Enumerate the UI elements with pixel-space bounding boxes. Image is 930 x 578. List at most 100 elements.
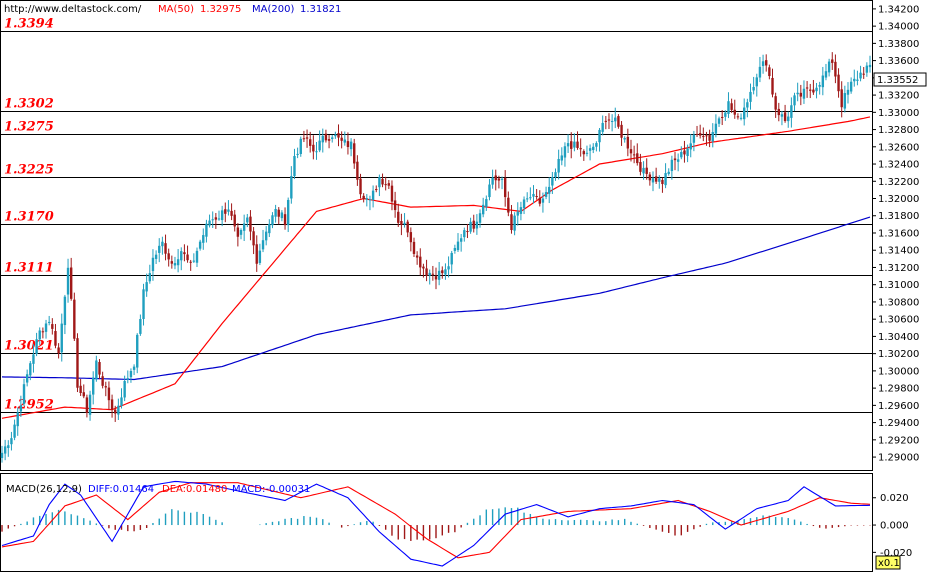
candle-down <box>771 77 774 95</box>
candle-up <box>176 259 180 266</box>
price-axis-tick-label: 1.31600 <box>878 228 919 239</box>
price-axis-tick-label: 1.31200 <box>878 263 919 274</box>
candle-up <box>32 354 35 364</box>
candle-up <box>268 224 271 234</box>
candle-up <box>47 321 51 323</box>
ma200-legend-value: 1.31821 <box>300 4 341 15</box>
macd-axis-tick-label: 0.020 <box>880 493 909 504</box>
candle-down <box>582 151 586 155</box>
candle-down <box>604 120 608 122</box>
candle-up <box>557 158 560 173</box>
ma50-legend-label: MA(50) <box>158 4 194 15</box>
candle-up <box>271 215 274 226</box>
candle-up <box>491 177 494 185</box>
candle-down <box>340 137 343 141</box>
candle-up <box>296 153 299 155</box>
candle-up <box>154 254 158 259</box>
candle-up <box>658 178 661 182</box>
price-axis-tick-label: 1.33600 <box>878 56 919 67</box>
scale-badge-label[interactable]: x0.1 <box>878 558 900 569</box>
price-axis-tick-label: 1.34000 <box>878 22 919 33</box>
candle-up <box>793 95 796 106</box>
candle-down <box>73 299 76 339</box>
price-axis-tick-label: 1.29400 <box>878 418 919 429</box>
candle-down <box>579 148 582 150</box>
candle-up <box>299 138 302 154</box>
candle-up <box>7 445 10 449</box>
candle-up <box>63 296 67 326</box>
candle-up <box>321 135 324 143</box>
candle-down <box>805 87 809 89</box>
scale-badge-box[interactable] <box>875 555 901 570</box>
candle-up <box>588 148 592 151</box>
candle-down <box>283 214 287 226</box>
candle-down <box>538 197 541 204</box>
candle-down <box>695 133 699 135</box>
candle-down <box>359 178 362 195</box>
current-price-label: 1.33552 <box>877 75 918 86</box>
candle-up <box>437 270 441 280</box>
candle-up <box>592 146 595 151</box>
candle-up <box>139 319 142 334</box>
candle-up <box>29 363 32 376</box>
candle-up <box>856 79 859 81</box>
candle-up <box>264 231 268 241</box>
candle-up <box>38 330 41 340</box>
candle-up <box>566 143 570 147</box>
candle-down <box>381 178 384 185</box>
candle-up <box>686 148 689 156</box>
candle-down <box>431 273 435 275</box>
candle-up <box>667 171 670 174</box>
candle-up <box>25 374 29 383</box>
candle-down <box>768 67 771 77</box>
candle-up <box>280 212 284 219</box>
price-axis-tick-label: 1.33800 <box>878 39 919 50</box>
candle-down <box>189 261 192 263</box>
candle-down <box>41 331 45 333</box>
candle-down <box>252 231 255 246</box>
candle-up <box>560 155 563 161</box>
candle-down <box>69 267 73 299</box>
candle-up <box>261 240 265 250</box>
candle-up <box>714 123 718 134</box>
candle-down <box>576 141 579 148</box>
candle-down <box>812 89 815 93</box>
candle-down <box>632 154 636 156</box>
candle-up <box>35 339 38 354</box>
candle-up <box>368 199 372 201</box>
candle-up <box>821 75 825 88</box>
candle-up <box>10 438 13 445</box>
candle-down <box>617 116 620 127</box>
candle-down <box>183 252 186 255</box>
candle-up <box>195 250 199 263</box>
candle-up <box>126 378 129 380</box>
candle-up <box>475 221 479 229</box>
price-axis-tick-label: 1.30800 <box>878 297 919 308</box>
candle-up <box>447 266 450 270</box>
candle-down <box>472 220 475 229</box>
candle-up <box>595 143 598 147</box>
candle-up <box>787 116 790 122</box>
candle-up <box>601 122 604 132</box>
level-label-1.3225: 1.3225 <box>4 163 54 178</box>
candle-down <box>730 103 733 110</box>
price-axis-tick-label: 1.34200 <box>878 4 919 15</box>
candle-up <box>849 81 853 92</box>
candle-up <box>211 219 214 221</box>
candle-down <box>353 143 356 164</box>
candle-up <box>519 207 523 214</box>
candle-up <box>623 138 626 140</box>
candle-up <box>689 143 692 150</box>
candle-up <box>752 86 755 91</box>
candle-down <box>277 209 280 217</box>
candle-down <box>607 119 611 121</box>
candle-up <box>739 117 743 119</box>
candle-down <box>387 183 391 186</box>
candle-down <box>101 376 104 386</box>
candle-up <box>202 235 205 243</box>
macd-axis-tick-label: -0.020 <box>880 548 912 559</box>
candle-up <box>371 190 375 201</box>
candle-down <box>384 184 387 186</box>
candle-down <box>104 386 107 388</box>
macd-panel-frame <box>0 473 873 572</box>
